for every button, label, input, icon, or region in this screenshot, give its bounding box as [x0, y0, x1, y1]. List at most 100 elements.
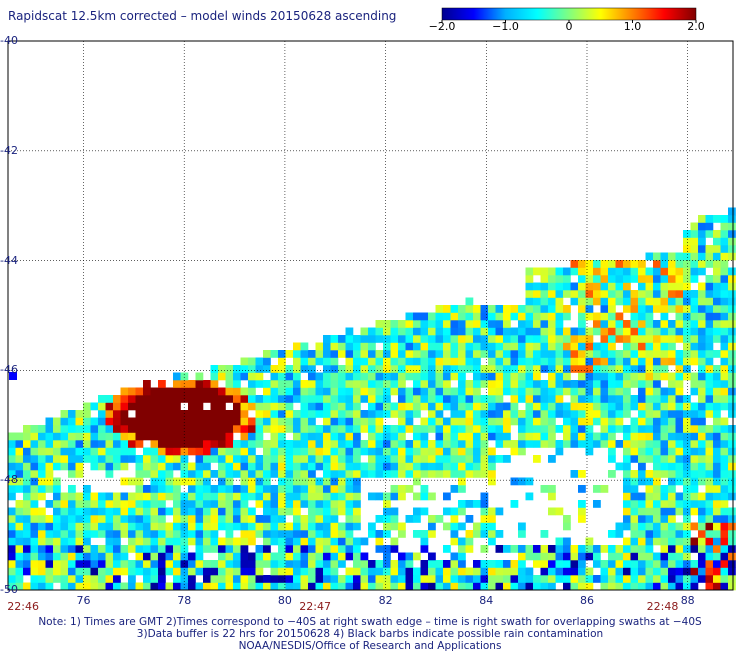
wind-cell — [548, 387, 556, 396]
wind-cell — [120, 567, 129, 576]
wind-cell — [503, 575, 511, 583]
wind-cell — [30, 492, 39, 501]
wind-cell — [563, 372, 571, 381]
wind-cell — [158, 492, 166, 501]
wind-cell — [225, 455, 234, 463]
wind-cell — [203, 582, 211, 591]
wind-cell — [585, 342, 594, 351]
wind-cell — [330, 515, 339, 523]
wind-cell — [518, 305, 526, 313]
wind-cell — [660, 522, 669, 531]
wind-cell — [83, 492, 91, 501]
wind-cell — [345, 357, 354, 366]
wind-cell — [690, 575, 699, 583]
wind-cell — [570, 290, 579, 298]
wind-cell — [683, 477, 691, 486]
wind-cell — [465, 515, 474, 523]
wind-cell — [338, 402, 346, 411]
wind-cell — [300, 410, 309, 418]
wind-cell — [68, 552, 76, 561]
wind-cell — [308, 350, 316, 358]
wind-cell — [300, 485, 309, 493]
wind-cell — [60, 410, 69, 418]
wind-cell — [45, 567, 54, 576]
wind-cell — [203, 545, 211, 553]
longitude-label: 88 — [680, 594, 695, 607]
wind-cell — [405, 455, 414, 463]
wind-cell — [578, 425, 586, 433]
wind-cell — [495, 305, 504, 313]
wind-cell — [233, 395, 241, 403]
wind-cell — [465, 350, 474, 358]
wind-cell — [278, 432, 286, 441]
wind-cell — [428, 372, 436, 381]
wind-cell — [120, 462, 129, 471]
wind-cell — [728, 297, 736, 306]
wind-cell — [345, 552, 354, 561]
wind-cell — [240, 477, 249, 486]
wind-cell — [653, 515, 661, 523]
wind-cell — [105, 530, 114, 538]
wind-cell — [668, 372, 676, 381]
wind-cell — [278, 455, 286, 463]
wind-cell — [75, 545, 84, 553]
wind-cell — [540, 290, 549, 298]
wind-cell — [285, 387, 294, 396]
wind-cell — [390, 402, 399, 411]
wind-cell — [90, 455, 99, 463]
wind-cell — [510, 500, 519, 508]
wind-cell — [30, 425, 39, 433]
wind-cell — [660, 372, 669, 381]
wind-cell — [623, 507, 631, 516]
wind-cell — [533, 350, 541, 358]
wind-cell — [278, 492, 286, 501]
wind-cell — [480, 560, 489, 568]
wind-cell — [540, 417, 549, 426]
wind-cell — [150, 410, 159, 418]
wind-cell — [420, 372, 429, 381]
wind-cell — [675, 275, 684, 283]
wind-cell — [113, 395, 121, 403]
wind-cell — [218, 477, 226, 486]
wind-cell — [548, 335, 556, 343]
wind-cell — [473, 462, 481, 471]
wind-cell — [240, 462, 249, 471]
wind-cell — [45, 545, 54, 553]
wind-cell — [668, 522, 676, 531]
wind-cell — [600, 275, 609, 283]
wind-cell — [413, 320, 421, 328]
wind-cell — [128, 477, 136, 486]
wind-cell — [443, 387, 451, 396]
wind-cell — [308, 432, 316, 441]
wind-cell — [195, 477, 204, 486]
wind-cell — [225, 380, 234, 388]
wind-cell — [435, 372, 444, 381]
wind-cell — [593, 387, 601, 396]
wind-cell — [375, 575, 384, 583]
wind-cell — [158, 545, 166, 553]
wind-cell — [615, 380, 624, 388]
wind-cell — [443, 470, 451, 478]
wind-cell — [623, 402, 631, 411]
wind-cell — [210, 455, 219, 463]
wind-cell — [570, 387, 579, 396]
wind-cell — [705, 575, 714, 583]
wind-cell — [480, 455, 489, 463]
wind-cell — [368, 470, 376, 478]
wind-cell — [248, 507, 256, 516]
wind-cell — [608, 402, 616, 411]
wind-cell — [75, 522, 84, 531]
wind-cell — [278, 575, 286, 583]
wind-cell — [105, 537, 114, 546]
wind-cell — [653, 275, 661, 283]
wind-cell — [90, 432, 99, 441]
wind-cell — [660, 582, 669, 591]
wind-cell — [450, 342, 459, 351]
wind-cell — [210, 417, 219, 426]
wind-cell — [188, 492, 196, 501]
wind-cell — [90, 567, 99, 576]
wind-cell — [330, 560, 339, 568]
wind-cell — [270, 500, 279, 508]
wind-cell — [638, 297, 646, 306]
wind-cell — [98, 560, 106, 568]
